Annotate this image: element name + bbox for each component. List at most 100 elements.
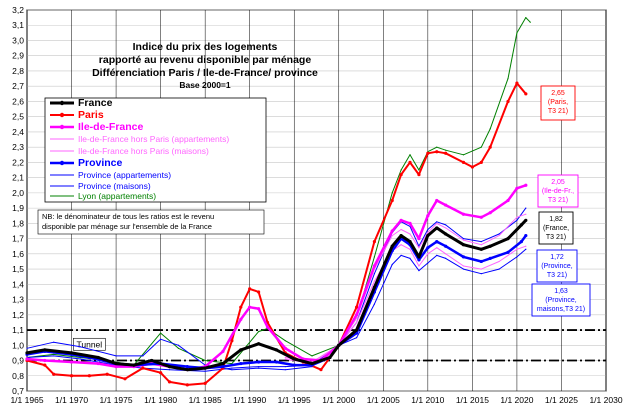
data-point xyxy=(506,198,510,203)
data-point xyxy=(400,244,402,246)
callout-text: (Paris, xyxy=(548,99,568,106)
data-point xyxy=(461,243,466,247)
value-callout: 1,72 (Province, T3 21) xyxy=(536,249,578,283)
data-point xyxy=(506,250,510,254)
data-point xyxy=(524,183,528,187)
data-point xyxy=(79,358,82,360)
title-line: Indice du prix des logements xyxy=(133,41,278,53)
data-point xyxy=(355,337,358,339)
data-point xyxy=(426,151,430,155)
data-point xyxy=(399,233,403,238)
legend-marker xyxy=(59,160,65,166)
x-tick-label: 1/1 2000 xyxy=(322,395,355,405)
data-point xyxy=(498,260,500,263)
callout-text: (Province, xyxy=(541,263,573,270)
data-point xyxy=(141,366,145,370)
y-tick-label: 0,9 xyxy=(12,356,24,366)
data-point xyxy=(150,358,154,363)
data-point xyxy=(132,363,136,367)
data-point xyxy=(283,346,287,350)
x-tick-label: 1/1 1980 xyxy=(144,395,177,405)
data-point xyxy=(87,374,91,378)
data-point xyxy=(168,369,171,371)
data-point xyxy=(69,351,74,355)
data-point xyxy=(53,353,55,356)
legend-label: France xyxy=(78,97,113,109)
data-point xyxy=(221,361,225,366)
y-tick-label: 3,1 xyxy=(12,20,24,30)
data-point xyxy=(462,239,465,241)
callout-box xyxy=(536,249,578,283)
data-point xyxy=(507,77,509,80)
data-point xyxy=(354,328,359,332)
data-point xyxy=(498,233,500,235)
data-point xyxy=(417,172,421,177)
data-point xyxy=(479,259,483,264)
data-point xyxy=(506,99,510,104)
data-point xyxy=(427,253,429,255)
data-point xyxy=(43,363,47,367)
data-point xyxy=(488,244,492,248)
callout-box xyxy=(538,211,574,245)
y-tick-label: 1,6 xyxy=(12,249,24,259)
data-point xyxy=(409,233,411,235)
data-point xyxy=(185,368,189,372)
data-point xyxy=(525,248,527,250)
data-point xyxy=(444,151,448,155)
data-point xyxy=(52,372,56,376)
data-point xyxy=(426,214,430,218)
data-point xyxy=(461,160,466,164)
y-tick-label: 2,8 xyxy=(12,66,24,76)
data-point xyxy=(274,348,279,352)
data-point xyxy=(445,227,447,229)
data-point xyxy=(257,290,261,294)
data-point xyxy=(185,383,189,387)
x-tick-label: 1/1 1965 xyxy=(10,395,43,405)
data-point xyxy=(123,377,127,381)
data-point xyxy=(26,347,28,349)
data-point xyxy=(436,254,438,256)
y-tick-label: 1,0 xyxy=(12,340,24,350)
data-point xyxy=(462,238,465,240)
title-line: Différenciation Paris / Ile-de-France/ p… xyxy=(92,67,318,79)
y-tick-label: 2,5 xyxy=(12,112,24,122)
legend-item: France xyxy=(50,97,113,109)
data-point xyxy=(418,169,420,171)
x-tick-label: 1/1 1990 xyxy=(233,395,266,405)
legend-marker xyxy=(59,112,65,118)
data-point xyxy=(524,92,528,96)
data-point xyxy=(258,330,260,333)
data-point xyxy=(462,154,465,156)
data-point xyxy=(480,241,482,243)
y-tick-label: 1,9 xyxy=(12,203,24,213)
y-tick-label: 2,0 xyxy=(12,188,24,198)
data-point xyxy=(373,280,375,282)
data-point xyxy=(462,268,465,270)
data-point xyxy=(354,305,359,309)
legend-marker xyxy=(59,100,65,106)
data-point xyxy=(355,321,358,324)
y-tick-label: 0,8 xyxy=(12,371,24,381)
data-point xyxy=(400,228,402,231)
data-point xyxy=(167,365,172,369)
x-tick-label: 1/1 1970 xyxy=(55,395,88,405)
tunnel-label: Tunnel xyxy=(77,339,103,349)
data-point xyxy=(311,355,313,357)
data-point xyxy=(417,258,421,262)
data-point xyxy=(177,347,180,349)
data-point xyxy=(435,198,439,203)
data-point xyxy=(372,285,376,289)
data-point xyxy=(444,244,448,248)
callout-text: 2,05 xyxy=(551,179,565,186)
x-tick-label: 1/1 2015 xyxy=(456,395,489,405)
data-point xyxy=(488,256,492,261)
legend-item: Ile-de-France hors Paris (appartements) xyxy=(50,134,229,144)
data-point xyxy=(292,363,296,367)
x-tick-label: 1/1 1995 xyxy=(278,395,311,405)
data-point xyxy=(479,247,483,251)
data-point xyxy=(427,262,429,264)
callout-text: maisons,T3 21) xyxy=(537,306,585,313)
data-point xyxy=(159,371,163,375)
data-point xyxy=(445,253,447,255)
y-tick-label: 2,4 xyxy=(12,127,24,137)
